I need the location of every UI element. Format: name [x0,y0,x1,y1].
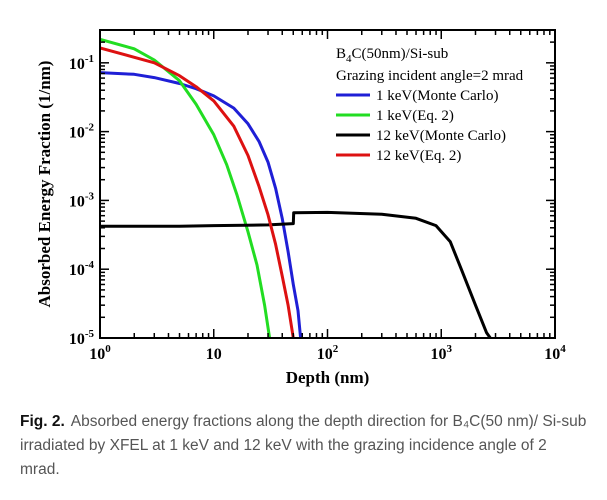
figure-caption: Fig. 2. Absorbed energy fractions along t… [20,410,590,482]
series-line-2 [100,37,272,338]
plot-series-group [100,37,492,338]
legend: 1 keV(Monte Carlo) 1 keV(Eq. 2) 12 keV(Mon… [336,88,506,164]
y-tick-label: 10-1 [69,53,94,73]
caption-text: Absorbed energy fractions along the dept… [20,413,587,478]
series-line-1 [100,71,303,338]
legend-label-2: 1 keV(Eq. 2) [376,108,454,124]
series-line-4 [100,46,295,338]
series-line-3 [100,210,492,338]
caption-label: Fig. 2. [20,413,65,430]
x-tick-label: 104 [544,343,566,363]
angle-annotation: Grazing incident angle=2 mrad [336,68,524,84]
y-tick-label: 10-4 [69,259,95,279]
y-tick-label: 10-3 [69,190,95,210]
sample-annotation: B4C(50nm)/Si-sub [336,46,448,65]
y-tick-label: 10-2 [69,122,95,142]
x-tick-label: 10 [206,346,222,363]
ticks-group [99,30,556,339]
chart-figure: 100 10 102 103 104 10-5 10-4 10-3 10-2 10-1 Depth… [35,29,566,387]
x-axis-label: Depth (nm) [286,368,370,387]
chart-svg: 100 10 102 103 104 10-5 10-4 10-3 10-2 10-1 Depth… [35,29,566,387]
tick-labels-group: 100 10 102 103 104 10-5 10-4 10-3 10-2 10-1 [69,53,566,363]
y-tick-label: 10-5 [69,328,95,348]
legend-label-1: 1 keV(Monte Carlo) [376,88,498,104]
x-tick-label: 103 [431,343,453,363]
legend-label-4: 12 keV(Eq. 2) [376,148,461,164]
legend-label-3: 12 keV(Monte Carlo) [376,128,506,144]
x-tick-label: 102 [317,343,339,363]
x-tick-label: 100 [89,343,111,363]
y-axis-label: Absorbed Energy Fraction (1/nm) [35,61,54,308]
